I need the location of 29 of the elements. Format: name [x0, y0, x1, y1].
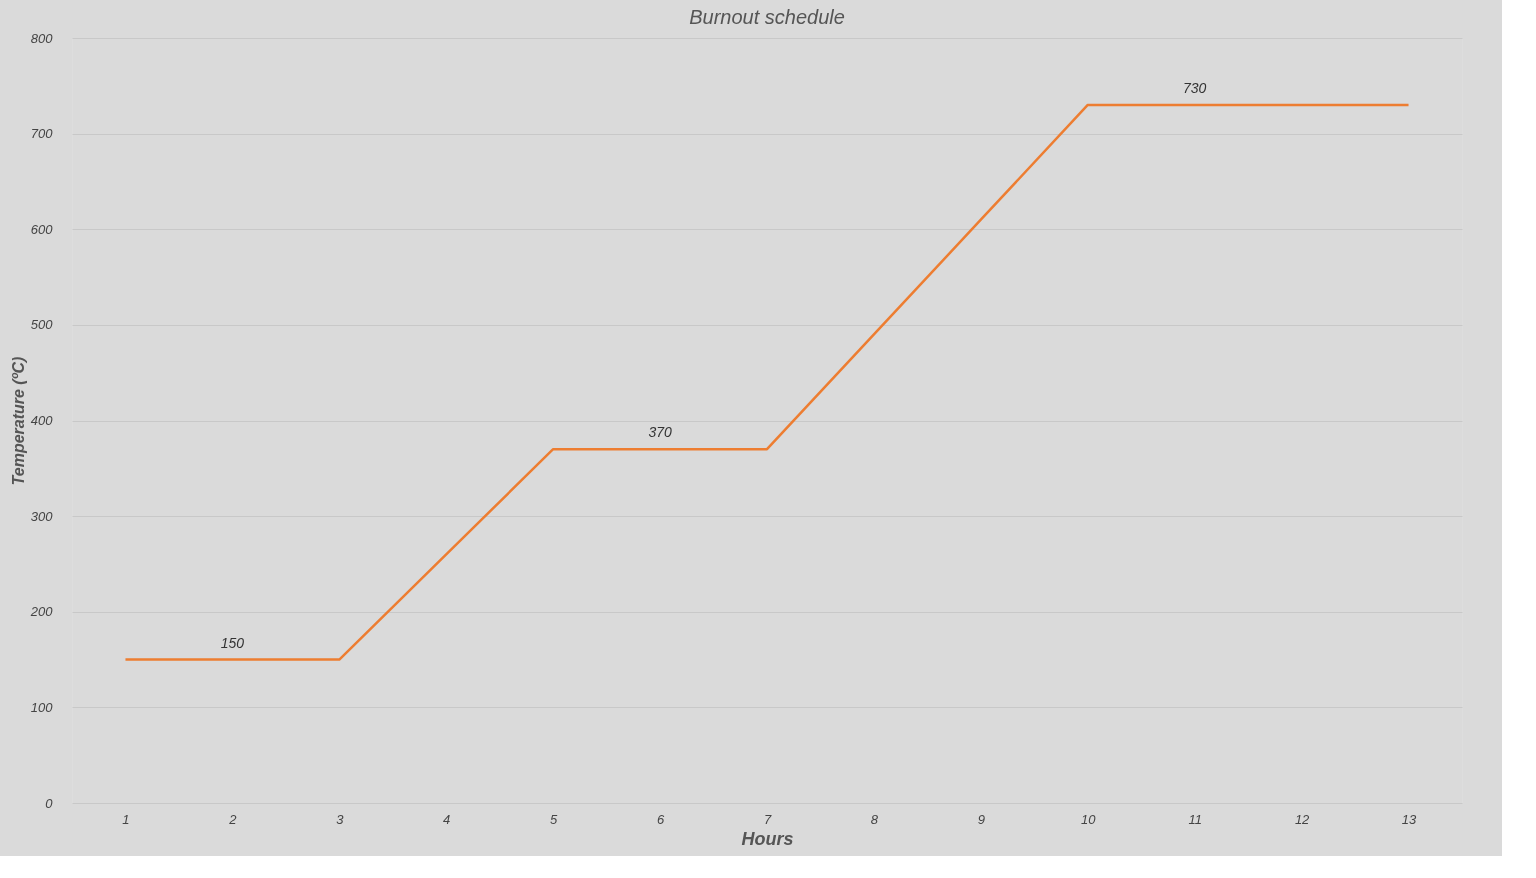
- x-tick-label: 3: [336, 811, 345, 827]
- chart-title: Burnout schedule: [689, 6, 845, 28]
- data-label: 150: [220, 634, 245, 651]
- x-axis-title: Hours: [741, 828, 794, 849]
- x-tick-label: 5: [550, 811, 559, 827]
- line-series: [124, 103, 1410, 661]
- y-tick-label: 400: [30, 413, 54, 428]
- data-label: 730: [1183, 79, 1207, 96]
- y-tick-label: 800: [30, 30, 54, 46]
- x-tick-label: 4: [443, 811, 451, 827]
- y-tick-label: 600: [30, 221, 54, 237]
- x-tick-label: 6: [656, 811, 665, 827]
- y-tick-label: 0: [45, 795, 54, 811]
- y-tick-label: 100: [30, 699, 54, 715]
- x-tick-label: 2: [228, 811, 238, 827]
- x-tick-label: 7: [763, 811, 772, 827]
- x-tick-label: 9: [977, 811, 985, 827]
- x-tick-label: 1: [122, 811, 130, 827]
- y-tick-label: 300: [30, 508, 54, 524]
- y-axis-title: Temperature (ºC): [9, 356, 27, 486]
- x-tick-label: 8: [870, 811, 879, 827]
- x-tick-label: 11: [1188, 811, 1202, 827]
- data-label: 370: [648, 424, 672, 441]
- x-tick-label: 13: [1401, 811, 1418, 827]
- y-tick-label: 700: [30, 126, 54, 142]
- y-tick-label: 200: [29, 604, 54, 620]
- y-tick-label: 500: [30, 317, 54, 333]
- x-tick-label: 10: [1081, 811, 1097, 827]
- x-tick-label: 12: [1294, 811, 1311, 827]
